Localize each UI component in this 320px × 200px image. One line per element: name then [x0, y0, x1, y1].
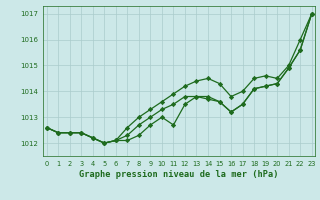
- X-axis label: Graphe pression niveau de la mer (hPa): Graphe pression niveau de la mer (hPa): [79, 170, 279, 179]
